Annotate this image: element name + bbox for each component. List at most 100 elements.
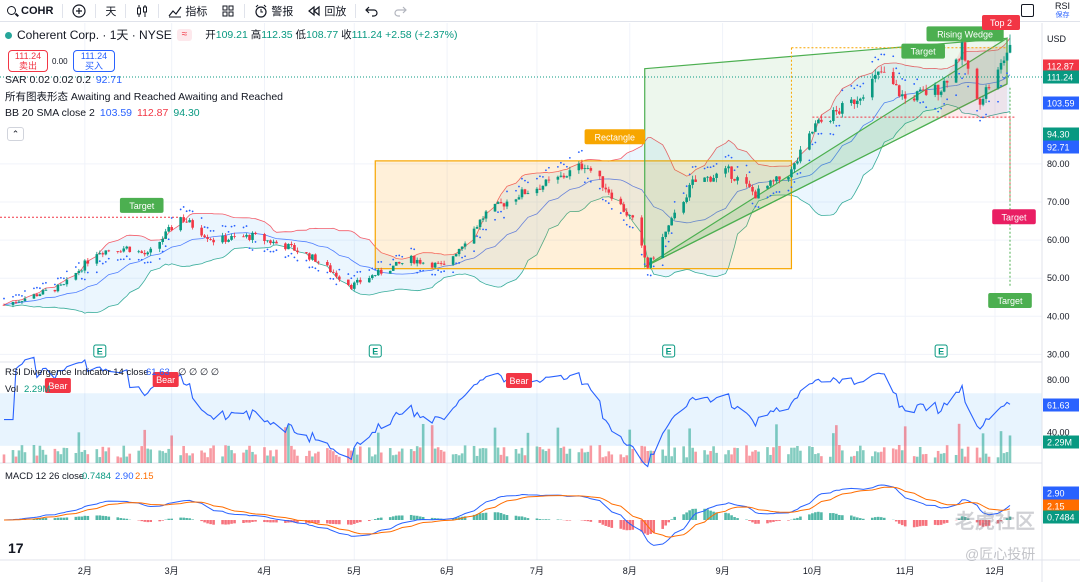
- volume-bar: [793, 447, 796, 463]
- macd-hist-bar: [604, 520, 608, 526]
- interval-button[interactable]: 天: [98, 0, 123, 22]
- candle-style-button[interactable]: [128, 0, 156, 22]
- divider: [95, 3, 97, 18]
- macd-hist-bar: [514, 515, 518, 520]
- macd-hist-bar: [544, 519, 548, 520]
- macd-hist-bar: [203, 520, 206, 523]
- add-symbol-button[interactable]: [65, 0, 93, 22]
- sar-dot: [21, 295, 23, 297]
- volume-bar: [715, 452, 718, 463]
- candle-body: [520, 189, 524, 198]
- candle-body: [433, 262, 437, 268]
- replay-button[interactable]: 回放: [300, 0, 353, 22]
- macd-hist-bar: [778, 520, 781, 521]
- bear-label-text: Bear: [156, 375, 175, 385]
- volume-bar: [242, 452, 245, 463]
- sar-dot: [796, 172, 799, 175]
- macd-hist-bar: [850, 515, 853, 520]
- volume-bar: [397, 451, 401, 463]
- sar-dot: [640, 253, 643, 256]
- tradingview-logo-icon: 17: [8, 540, 24, 556]
- candle-body: [499, 202, 503, 204]
- sar-dot: [667, 240, 670, 243]
- candle-body: [870, 78, 874, 98]
- candle-body: [748, 183, 751, 187]
- macd-hist-bar: [367, 520, 371, 522]
- rsi-save-button[interactable]: RSI 保存: [1055, 1, 1070, 21]
- candle-body: [107, 250, 111, 252]
- macd-hist-bar: [254, 520, 257, 522]
- sar-dot: [589, 180, 592, 183]
- candle-body: [649, 257, 653, 268]
- sar-dot: [643, 263, 646, 266]
- volume-bar: [954, 454, 958, 463]
- volume-bar: [727, 450, 730, 463]
- volume-bar: [418, 447, 422, 463]
- candle-body: [233, 236, 236, 237]
- candle-body: [98, 253, 102, 255]
- hist-price-tag-bg: [1043, 510, 1079, 524]
- macd-hist-bar: [799, 516, 802, 520]
- top2-target-label: Target: [992, 209, 1036, 225]
- layout-button[interactable]: [214, 0, 242, 22]
- macd-hist-bar: [808, 514, 811, 520]
- buy-button[interactable]: 111.24 买入: [73, 50, 115, 72]
- volume-bar: [308, 450, 311, 463]
- candle-body: [182, 217, 185, 222]
- save-label: 保存: [1055, 12, 1070, 19]
- macd-hist-bar: [245, 520, 248, 523]
- indicators-button[interactable]: 指标: [161, 0, 214, 22]
- volume-bar: [703, 450, 706, 463]
- sar-dot: [985, 113, 987, 116]
- candle-body: [978, 98, 982, 105]
- time-tick: 6月: [440, 566, 454, 576]
- macd-hist-bar: [652, 520, 656, 533]
- buy-price: 111.24: [80, 51, 108, 61]
- sell-button[interactable]: 111.24 卖出: [8, 50, 48, 72]
- volume-bar: [1008, 435, 1012, 463]
- sar-dot: [838, 124, 841, 127]
- candle-body: [787, 177, 790, 180]
- volume-bar: [999, 431, 1003, 463]
- sar-dot: [619, 212, 622, 214]
- symbol-search-button[interactable]: COHR: [0, 0, 60, 22]
- alerts-button[interactable]: 警报: [247, 0, 300, 22]
- candle-body: [685, 197, 688, 203]
- volume-bar: [275, 449, 278, 463]
- macd-hist-bar: [74, 516, 78, 520]
- candle-body: [188, 220, 191, 223]
- candle-body: [376, 269, 380, 276]
- sar-dot: [545, 169, 547, 172]
- macd-hist-bar: [170, 518, 173, 520]
- redo-button[interactable]: [386, 0, 414, 22]
- macd-hist-bar: [598, 520, 602, 523]
- macd-hist-bar: [158, 520, 161, 522]
- sar-dot: [65, 270, 68, 273]
- candle-body: [409, 255, 413, 264]
- sar-dot: [814, 141, 817, 144]
- earnings-box: [93, 344, 107, 358]
- volume-bar: [757, 451, 760, 463]
- volume-bar: [332, 451, 335, 463]
- sar-dot: [431, 273, 434, 276]
- macd-hist-value: 0.7484: [82, 471, 111, 482]
- candle-body: [583, 168, 587, 170]
- undo-button[interactable]: [358, 0, 386, 22]
- last-price-tag-bg: [1043, 70, 1079, 84]
- sar-dot: [284, 256, 287, 259]
- macd-hist-bar: [876, 516, 880, 520]
- last-price-tag: 111.24: [1043, 70, 1079, 84]
- candle-body: [11, 301, 15, 305]
- volume-bar: [439, 449, 443, 463]
- collapse-legend-button[interactable]: ⌃: [7, 127, 24, 141]
- sar-dot: [485, 228, 487, 231]
- fullscreen-icon[interactable]: [1021, 4, 1034, 17]
- sar-dot: [143, 261, 146, 264]
- macd-hist-bar: [251, 520, 254, 522]
- candle-body: [640, 217, 644, 246]
- macd-hist-bar: [643, 520, 647, 534]
- sar-dot: [464, 255, 466, 258]
- candle-body: [457, 248, 461, 255]
- hist-price-tag: 0.7484: [1043, 510, 1079, 524]
